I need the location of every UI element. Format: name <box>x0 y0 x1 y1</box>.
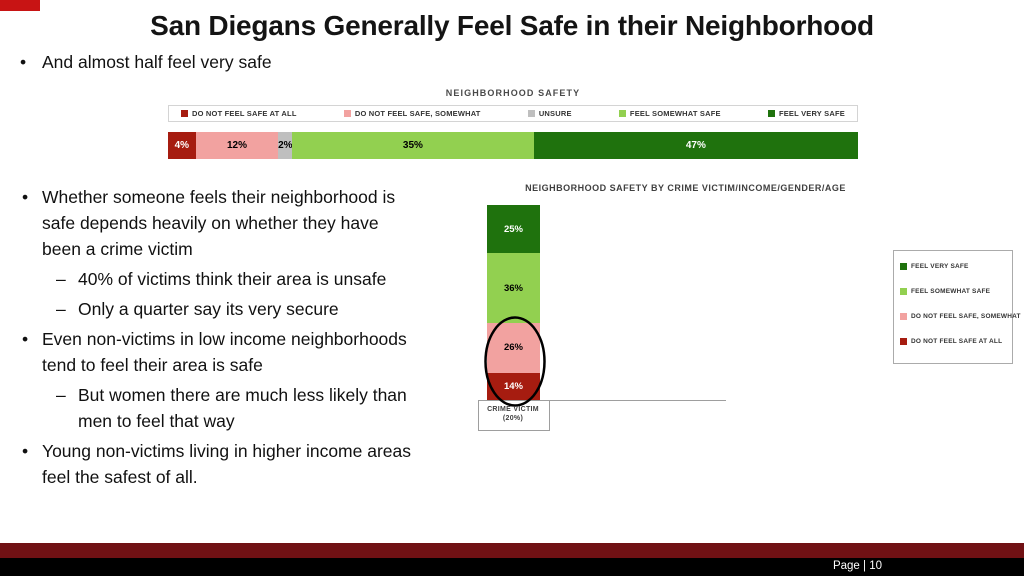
bullet-text: Whether someone feels their neighborhood… <box>42 187 396 259</box>
bullet-item: • Even non-victims in low income neighbor… <box>20 326 472 378</box>
legend-swatch-icon <box>900 263 907 270</box>
bar-segment: 4% <box>168 132 196 159</box>
chart-legend: FEEL VERY SAFE FEEL SOMEWHAT SAFE DO NOT F… <box>893 250 1020 364</box>
bullet-item: • Young non-victims living in higher inco… <box>20 438 472 490</box>
bullet-marker: – <box>56 299 66 319</box>
legend-label: DO NOT FEEL SAFE AT ALL <box>192 109 297 118</box>
category-axis-box <box>478 400 550 431</box>
legend-item: FEEL VERY SAFE <box>767 109 845 118</box>
legend-item: UNSURE <box>527 109 572 118</box>
legend-label: DO NOT FEEL SAFE, SOMEWHAT <box>911 313 1021 320</box>
category-label: CRIME VICTIM (20%) <box>487 406 539 422</box>
intro-bullet-text: And almost half feel very safe <box>42 52 272 72</box>
chart-title: NEIGHBORHOOD SAFETY <box>445 88 581 98</box>
neighborhood-safety-chart: NEIGHBORHOOD SAFETY DO NOT FEEL SAFE AT … <box>168 88 858 159</box>
bullet-marker: • <box>22 441 29 461</box>
legend-label: FEEL SOMEWHAT SAFE <box>911 288 991 295</box>
bar-segment: 35% <box>292 132 534 159</box>
x-axis-line <box>478 400 726 401</box>
bullet-item: –40% of victims think their area is unsa… <box>20 266 472 292</box>
top-left-accent-bar <box>0 0 40 11</box>
bar-segment: 25% <box>487 205 540 254</box>
bullet-marker: • <box>22 329 29 349</box>
legend-item: FEEL VERY SAFE <box>900 263 1006 270</box>
bullet-text: 40% of victims think their area is unsaf… <box>78 269 387 289</box>
bar-segment: 2% <box>278 132 293 159</box>
bullet-marker: – <box>56 385 66 405</box>
bullet-text: But women there are much less likely tha… <box>78 385 407 431</box>
bar-segment: 26% <box>487 322 540 373</box>
legend-label: FEEL VERY SAFE <box>778 109 845 118</box>
bullet-marker: • <box>22 187 29 207</box>
legend-label: UNSURE <box>538 109 572 118</box>
chart-title: NEIGHBORHOOD SAFETY BY CRIME VICTIM/INCO… <box>525 183 846 193</box>
bar-segment: 36% <box>487 253 540 323</box>
legend-swatch-icon <box>343 110 351 117</box>
bar-segment: 47% <box>533 132 858 159</box>
bullet-marker: – <box>56 269 66 289</box>
legend-label: DO NOT FEEL SAFE AT ALL <box>911 338 1003 345</box>
bullet-item: – But women there are much less likely th… <box>20 382 472 434</box>
page-number: Page | 10 <box>832 560 882 572</box>
legend-swatch-icon <box>181 110 188 117</box>
intro-bullet: • And almost half feel very safe <box>20 52 272 73</box>
legend-label: DO NOT FEEL SAFE, SOMEWHAT <box>354 109 481 118</box>
legend-swatch-icon <box>900 338 907 345</box>
crime-victim-safety-chart: NEIGHBORHOOD SAFETY BY CRIME VICTIM/INCO… <box>478 180 1024 442</box>
legend-swatch-icon <box>900 313 907 320</box>
bullet-text: Even non-victims in low income neighborh… <box>42 329 407 375</box>
legend-item: DO NOT FEEL SAFE AT ALL <box>900 338 1006 345</box>
bullet-text: Only a quarter say its very secure <box>78 299 339 319</box>
stacked-bar: 4% 12% 2% 35% 47% <box>168 132 858 159</box>
legend-swatch-icon <box>767 110 775 117</box>
bullet-text: Young non-victims living in higher incom… <box>42 441 411 487</box>
bullet-list: • Whether someone feels their neighborhoo… <box>20 184 472 494</box>
legend-item: FEEL SOMEWHAT SAFE <box>900 288 1006 295</box>
bullet-item: – Only a quarter say its very secure <box>20 296 472 322</box>
legend-swatch-icon <box>900 288 907 295</box>
bullet-item: • Whether someone feels their neighborhoo… <box>20 184 472 262</box>
footer-strip: Page | 10 <box>0 558 1024 576</box>
bullet-marker: • <box>20 52 27 72</box>
legend-item: DO NOT FEEL SAFE, SOMEWHAT <box>343 109 481 118</box>
legend-item: FEEL SOMEWHAT SAFE <box>618 109 721 118</box>
unsafe-segments-circle-annotation <box>484 316 546 407</box>
legend-swatch-icon <box>618 110 626 117</box>
slide-title: San Diegans Generally Feel Safe in their… <box>150 10 874 41</box>
legend-swatch-icon <box>527 110 535 117</box>
legend-label: FEEL SOMEWHAT SAFE <box>629 109 721 118</box>
legend-item: DO NOT FEEL SAFE AT ALL <box>181 109 297 118</box>
legend-item: DO NOT FEEL SAFE, SOMEWHAT <box>900 313 1020 320</box>
bar-segment: 12% <box>195 132 279 159</box>
legend-label: FEEL VERY SAFE <box>911 263 969 270</box>
footer-accent-bar <box>0 543 1024 558</box>
chart-legend: DO NOT FEEL SAFE AT ALL DO NOT FEEL SAFE,… <box>168 105 858 122</box>
